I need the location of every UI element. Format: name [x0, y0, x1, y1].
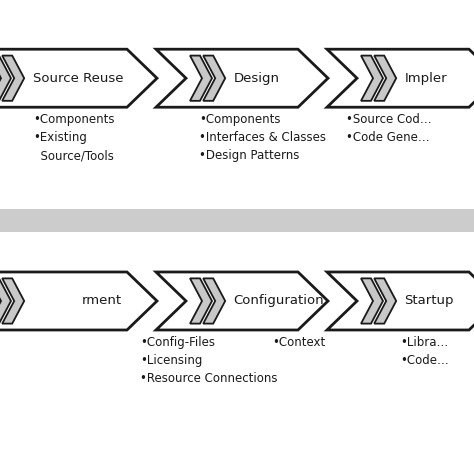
Text: •Components
•Interfaces & Classes
•Design Patterns: •Components •Interfaces & Classes •Desig… — [199, 113, 326, 162]
Bar — [0, 209, 474, 232]
Text: Startup: Startup — [405, 294, 454, 308]
Polygon shape — [0, 278, 11, 324]
Text: •Config-Files
•Licensing
•Resource Connections: •Config-Files •Licensing •Resource Conne… — [140, 336, 277, 385]
Polygon shape — [2, 278, 24, 324]
Text: Configuration: Configuration — [234, 294, 324, 308]
Polygon shape — [374, 55, 396, 101]
Polygon shape — [361, 278, 383, 324]
Polygon shape — [156, 49, 328, 107]
Polygon shape — [203, 278, 225, 324]
Text: •Context: •Context — [273, 336, 326, 349]
Text: rment: rment — [82, 294, 122, 308]
Text: Design: Design — [234, 72, 280, 85]
Text: Impler: Impler — [405, 72, 447, 85]
Polygon shape — [190, 55, 212, 101]
Polygon shape — [374, 278, 396, 324]
Polygon shape — [203, 55, 225, 101]
Text: •Components
•Existing
  Source/Tools: •Components •Existing Source/Tools — [33, 113, 115, 162]
Text: •Source Cod…
•Code Gene…: •Source Cod… •Code Gene… — [346, 113, 432, 144]
Polygon shape — [327, 49, 474, 107]
Polygon shape — [361, 55, 383, 101]
Polygon shape — [156, 272, 328, 330]
Polygon shape — [190, 278, 212, 324]
Polygon shape — [0, 49, 157, 107]
Polygon shape — [0, 272, 157, 330]
Polygon shape — [0, 55, 11, 101]
Polygon shape — [2, 55, 24, 101]
Polygon shape — [327, 272, 474, 330]
Text: Source Reuse: Source Reuse — [33, 72, 123, 85]
Text: •Libra…
•Code…: •Libra… •Code… — [401, 336, 449, 367]
